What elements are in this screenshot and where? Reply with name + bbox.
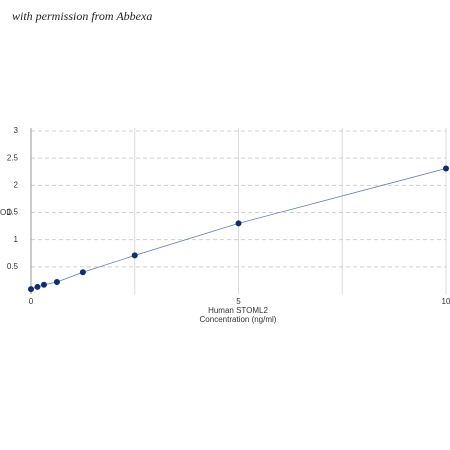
y-tick-label: 2.5 xyxy=(7,153,19,162)
y-tick-label: 1.5 xyxy=(7,208,19,217)
y-tick-label: 2 xyxy=(14,180,19,189)
y-tick-label: 0.5 xyxy=(7,262,19,271)
data-point xyxy=(28,286,34,293)
x-tick-label: 10 xyxy=(442,297,450,306)
x-tick-label: 0 xyxy=(29,297,34,306)
y-tick-label: 1 xyxy=(14,235,19,244)
data-point xyxy=(40,281,47,288)
watermark: with permission from Abbexa xyxy=(12,9,152,23)
data-point xyxy=(79,269,86,276)
data-point xyxy=(443,165,449,172)
x-tick-label: 5 xyxy=(236,297,241,306)
data-point xyxy=(34,283,41,290)
y-tick-label: 3 xyxy=(14,126,19,135)
x-axis-label-unit: Concentration (ng/ml) xyxy=(200,315,277,324)
data-point xyxy=(53,279,60,286)
data-point xyxy=(131,252,138,259)
y-axis-label: OD xyxy=(0,208,12,217)
data-point xyxy=(235,220,242,227)
x-axis-label: Human STOML2 xyxy=(208,306,268,315)
